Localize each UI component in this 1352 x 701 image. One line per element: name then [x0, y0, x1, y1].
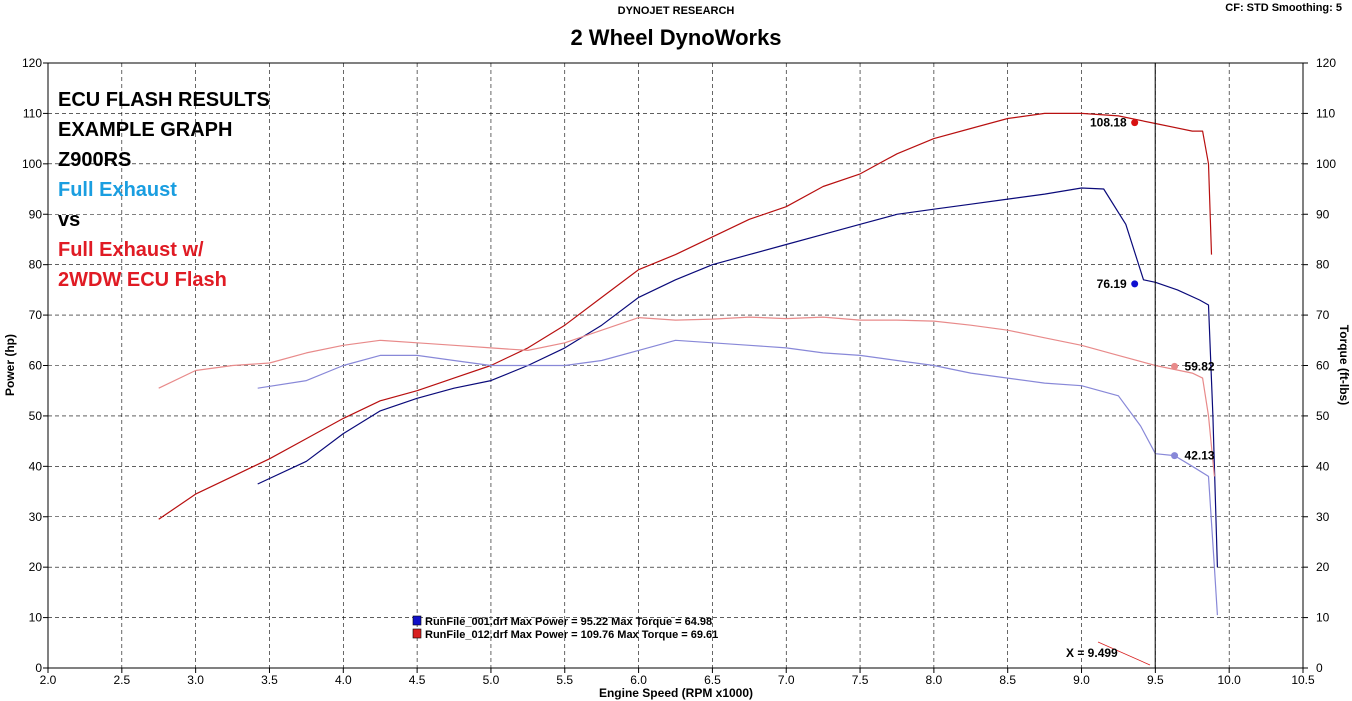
x-tick-label: 10.0	[1217, 673, 1241, 687]
legend-entry-run-001: RunFile_001.drf Max Power = 95.22 Max To…	[425, 616, 712, 628]
y-right-tick-label: 50	[1316, 409, 1330, 423]
y-right-tick-label: 80	[1316, 258, 1330, 272]
y-left-tick-label: 120	[22, 56, 42, 70]
x-tick-label: 4.5	[409, 673, 426, 687]
y-right-tick-label: 90	[1316, 207, 1330, 221]
y-left-tick-label: 60	[29, 359, 43, 373]
annotation-line-2: EXAMPLE GRAPH	[58, 119, 232, 141]
x-tick-label: 10.5	[1291, 673, 1315, 687]
legend-entry-run-012: RunFile_012.drf Max Power = 109.76 Max T…	[425, 629, 718, 641]
series-power-runfile-012-drf[interactable]	[158, 112, 1213, 520]
x-tick-label: 3.0	[187, 673, 204, 687]
legend: RunFile_001.drf Max Power = 95.22 Max To…	[412, 615, 718, 641]
x-tick-label: 4.0	[335, 673, 352, 687]
x-tick-label: 8.0	[926, 673, 943, 687]
x-tick-label: 2.5	[113, 673, 130, 687]
y-right-tick-label: 120	[1316, 56, 1336, 70]
y-axis-right-ticks: 0 10 20 30 40 50 60 70 80 90 100 110 120	[1303, 56, 1336, 675]
y-left-tick-label: 70	[29, 308, 43, 322]
value-marker-dot	[1171, 362, 1179, 370]
annotation-line-4: Full Exhaust	[58, 179, 177, 201]
y-left-tick-label: 50	[29, 409, 43, 423]
correction-smoothing-readout: CF: STD Smoothing: 5	[1225, 2, 1342, 14]
x-tick-label: 6.0	[630, 673, 647, 687]
y-left-tick-label: 0	[35, 661, 42, 675]
y-left-tick-label: 90	[29, 207, 43, 221]
cursor-readout-pointer	[1097, 641, 1151, 666]
y-right-tick-label: 30	[1316, 510, 1330, 524]
y-right-tick-label: 0	[1316, 661, 1323, 675]
value-marker-dot	[1131, 119, 1139, 127]
grid-lines	[48, 63, 1303, 668]
annotation-line-6: Full Exhaust w/	[58, 239, 204, 261]
y-right-tick-label: 60	[1316, 359, 1330, 373]
value-marker-label: 42.13	[1185, 449, 1215, 463]
series-power-runfile-001-drf[interactable]	[257, 187, 1218, 568]
value-marker-label: 59.82	[1185, 359, 1215, 373]
x-tick-label: 3.5	[261, 673, 278, 687]
value-marker-dot	[1171, 452, 1179, 460]
value-marker-dot	[1131, 280, 1139, 288]
y-left-tick-label: 80	[29, 258, 43, 272]
y-left-tick-label: 110	[23, 106, 42, 120]
annotation-line-7: 2WDW ECU Flash	[58, 269, 227, 291]
annotation-line-3: Z900RS	[58, 149, 131, 171]
legend-swatch-run-001[interactable]	[412, 615, 422, 626]
legend-swatch-run-012[interactable]	[412, 628, 422, 639]
header-source: DYNOJET RESEARCH	[618, 5, 735, 17]
y-right-tick-label: 10	[1316, 611, 1330, 625]
y-left-tick-label: 30	[29, 510, 43, 524]
x-tick-label: 7.0	[778, 673, 795, 687]
x-tick-label: 9.0	[1073, 673, 1090, 687]
y-right-tick-label: 70	[1316, 308, 1330, 322]
y-axis-left-label: Power (hp)	[3, 334, 17, 396]
x-axis-ticks: 2.0 2.5 3.0 3.5 4.0 4.5 5.0 5.5 6.0 6.5 7.0 7.5 8.0 8…	[40, 668, 1315, 687]
value-markers: 108.18 76.19 59.82 42.13	[1090, 116, 1215, 463]
cursor-readout: X = 9.499	[1066, 646, 1118, 660]
y-left-tick-label: 40	[29, 459, 43, 473]
y-axis-right-label: Torque (ft-lbs)	[1337, 325, 1351, 405]
x-tick-label: 6.5	[704, 673, 721, 687]
x-tick-label: 5.5	[556, 673, 573, 687]
chart-title: 2 Wheel DynoWorks	[570, 25, 781, 50]
y-right-tick-label: 100	[1316, 157, 1336, 171]
series-torque-runfile-012-drf[interactable]	[158, 316, 1215, 477]
value-marker-label: 76.19	[1097, 277, 1127, 291]
annotation-block: ECU FLASH RESULTS EXAMPLE GRAPH Z900RS F…	[58, 89, 270, 291]
y-left-tick-label: 10	[29, 611, 43, 625]
x-axis-label: Engine Speed (RPM x1000)	[599, 686, 753, 700]
y-right-tick-label: 40	[1316, 459, 1330, 473]
x-tick-label: 9.5	[1147, 673, 1164, 687]
y-right-tick-label: 20	[1316, 560, 1330, 574]
series-layer	[158, 112, 1218, 616]
y-right-tick-label: 110	[1316, 106, 1335, 120]
x-tick-label: 2.0	[40, 673, 57, 687]
x-tick-label: 7.5	[852, 673, 869, 687]
y-left-tick-label: 100	[22, 157, 42, 171]
y-left-tick-label: 20	[29, 560, 43, 574]
annotation-line-5: vs	[58, 209, 80, 231]
y-axis-left-ticks: 0 10 20 30 40 50 60 70 80 90 100 110 120	[22, 56, 48, 675]
x-tick-label: 8.5	[999, 673, 1016, 687]
annotation-line-1: ECU FLASH RESULTS	[58, 89, 270, 111]
series-torque-runfile-001-drf[interactable]	[257, 339, 1218, 616]
x-tick-label: 5.0	[483, 673, 500, 687]
value-marker-label: 108.18	[1090, 116, 1127, 130]
